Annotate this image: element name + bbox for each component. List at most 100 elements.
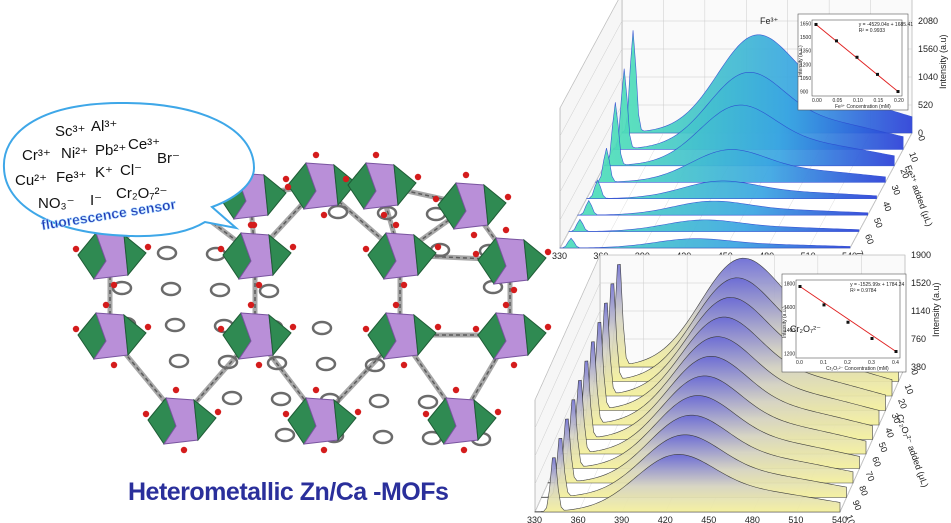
spectrum-series: [577, 199, 869, 216]
spectrum-series: [612, 68, 904, 150]
linker-bond: [319, 334, 401, 421]
z-tick-label: 70: [864, 470, 877, 483]
y-tick-label: 1520: [911, 278, 931, 288]
main-title: Heterometallic Zn/Ca -MOFs: [128, 478, 449, 506]
oxygen-atom: [422, 410, 430, 418]
grid-line: [849, 132, 913, 249]
oxygen-atom: [320, 446, 328, 454]
inset-x-tick: 0.05: [833, 98, 843, 104]
oxygen-atom: [434, 243, 442, 251]
oxygen-atom: [392, 301, 400, 309]
grid-line: [601, 132, 664, 249]
oxygen-atom: [342, 175, 350, 183]
oxygen-atom: [462, 171, 470, 179]
aromatic-ring: [156, 245, 178, 261]
ca-polyhedron: [382, 312, 419, 360]
zn-polyhedron: [268, 313, 292, 357]
oxygen-atom: [217, 325, 225, 333]
y-axis-label: Intensity (a.u): [931, 282, 941, 337]
inset-y-tick: 1200: [800, 62, 811, 68]
grid-line: [534, 338, 601, 485]
ion-label: Al³⁺: [91, 118, 117, 135]
x-tick-label: 450: [701, 515, 716, 523]
oxygen-atom: [362, 245, 370, 253]
oxygen-atom: [502, 301, 510, 309]
oxygen-atom: [452, 386, 460, 394]
oxygen-atom: [217, 245, 225, 253]
y-tick-label: 1900: [911, 250, 931, 260]
spectrum-series: [559, 237, 851, 249]
oxygen-atom: [144, 243, 152, 251]
inset-y-tick: 1800: [784, 282, 795, 288]
z-tick-label: 30: [890, 184, 903, 197]
z-tick-label: 10: [903, 383, 916, 396]
zn-polyhedron: [333, 398, 357, 442]
y-tick-label: 2080: [918, 16, 938, 26]
z-axis-label: Cr₂O₇²⁻ added (μL): [895, 413, 931, 489]
ion-list: Sc³⁺ Al³⁺ Cr³⁺ Ni²⁺ Pb²⁺ Ce³⁺ Cu²⁺ Fe³⁺ K⁺ Cl⁻ Br⁻…: [15, 118, 180, 212]
ca-polyhedron: [92, 312, 129, 360]
ca-polyhedron: [237, 312, 274, 360]
oxygen-atom: [312, 151, 320, 159]
oxygen-atom: [247, 301, 255, 309]
inset-equation: y = -1525.99x + 1784.24: [850, 282, 904, 288]
inset-y-label: Intensity (a.u.): [798, 45, 804, 77]
oxygen-atom: [289, 243, 297, 251]
x-tick-label: 330: [552, 251, 567, 261]
grid-line: [534, 310, 601, 457]
aromatic-ring: [274, 427, 296, 443]
grid-line: [534, 254, 601, 401]
aromatic-ring: [209, 282, 231, 298]
inset-x-tick: 0.1: [820, 360, 827, 366]
oxygen-atom: [510, 361, 518, 369]
aromatic-ring: [168, 353, 190, 369]
z-tick-label: 40: [883, 426, 896, 439]
oxygen-atom: [102, 301, 110, 309]
z-tick-label: 80: [857, 484, 870, 497]
oxygen-atom: [544, 248, 552, 256]
ion-label: Br⁻: [157, 150, 180, 167]
ion-bubble: [2, 101, 256, 238]
x-tick-label: 510: [788, 515, 803, 523]
ion-label: K⁺: [95, 164, 113, 181]
zn-polyhedron: [123, 313, 147, 357]
inset-x-tick: 0.3: [868, 360, 875, 366]
inset-y-tick: 1200: [784, 352, 795, 358]
zn-polyhedron: [123, 233, 147, 277]
oxygen-atom: [110, 281, 118, 289]
y-tick-label: 0: [918, 128, 923, 138]
z-tick-label: 40: [881, 200, 894, 213]
inset-y-tick: 1600: [784, 305, 795, 311]
x-tick-label: 480: [745, 515, 760, 523]
ion-label: Ni²⁺: [61, 145, 88, 162]
z-tick-label: 0: [916, 134, 927, 142]
y-axis-label: Intensity (a.u): [938, 34, 948, 89]
oxygen-atom: [282, 410, 290, 418]
ion-label: Fe³⁺: [56, 169, 86, 186]
oxygen-atom: [142, 410, 150, 418]
inset-point: [870, 337, 874, 340]
z-tick-label: 60: [863, 233, 876, 246]
z-tick-label: 0: [909, 368, 920, 376]
zn-polyhedron: [268, 233, 292, 277]
grid-line: [534, 282, 601, 429]
x-tick-label: 540: [832, 515, 847, 523]
y-tick-label: 1040: [918, 72, 938, 82]
zn-polyhedron: [523, 238, 547, 282]
inset-point: [894, 350, 898, 353]
inset-axes: [795, 279, 901, 359]
oxygen-atom: [400, 281, 408, 289]
oxygen-atom: [110, 361, 118, 369]
inset-r2: R² = 0.9933: [859, 28, 885, 34]
z-axis-label: Fe³⁺ added (μL): [903, 164, 934, 228]
spectrum-series: [603, 102, 895, 167]
z-tick-label: 20: [898, 167, 911, 180]
linker-bond: [379, 184, 401, 256]
inset-y-tick: 1050: [800, 76, 811, 82]
y-tick-label: 520: [918, 100, 933, 110]
zn-polyhedron: [393, 163, 417, 207]
zn-polyhedron: [483, 183, 507, 227]
inset-x-tick: 0.00: [812, 98, 822, 104]
inset-r2: R² = 0.9784: [850, 288, 876, 294]
aromatic-ring: [315, 356, 337, 372]
